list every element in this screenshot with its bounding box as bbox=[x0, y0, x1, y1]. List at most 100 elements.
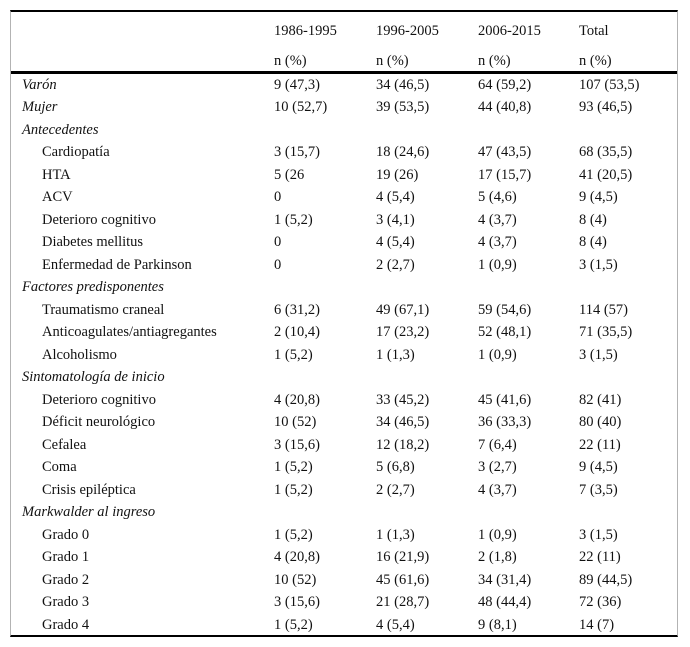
cell-value: 89 (44,5) bbox=[579, 571, 633, 588]
section-header-row: Sintomatología de inicio bbox=[11, 367, 677, 390]
cell-value: 6 (31,2) bbox=[274, 301, 320, 318]
table-row: Cardiopatía 3 (15,7) 18 (24,6) 47 (43,5) 68 … bbox=[11, 142, 677, 165]
cell-value: 41 (20,5) bbox=[579, 166, 633, 183]
row-label: Deterioro cognitivo bbox=[42, 211, 156, 228]
cell-value: 34 (46,5) bbox=[376, 414, 430, 431]
row-label: Diabetes mellitus bbox=[42, 234, 144, 251]
cell-value: 3 (1,5) bbox=[579, 346, 618, 363]
cell-value: 16 (21,9) bbox=[376, 549, 430, 566]
cell-value: 9 (4,5) bbox=[579, 459, 618, 476]
row-label: Cefalea bbox=[42, 436, 87, 453]
cell-value: 45 (61,6) bbox=[376, 571, 430, 588]
data-table: 1986-1995 n (%) 1996-2005 n (%) 2006-2015 n (… bbox=[10, 10, 678, 637]
row-label: Deterioro cognitivo bbox=[42, 391, 156, 408]
cell-value: 4 (3,7) bbox=[478, 234, 517, 251]
cell-value: 1 (1,3) bbox=[376, 346, 415, 363]
cell-value: 5 (26 bbox=[274, 166, 305, 183]
row-label: Déficit neurológico bbox=[42, 414, 156, 431]
cell-value: 14 (7) bbox=[579, 616, 615, 633]
cell-value: 18 (24,6) bbox=[376, 144, 430, 161]
table-row: Deterioro cognitivo 4 (20,8) 33 (45,2) 45 (… bbox=[11, 389, 677, 412]
cell-value: 1 (5,2) bbox=[274, 526, 313, 543]
section-header-row: Antecedentes bbox=[11, 119, 677, 142]
cell-value: 80 (40) bbox=[579, 414, 622, 431]
table-row: HTA 5 (26 19 (26) 17 (15,7) 41 (20,5) bbox=[11, 164, 677, 187]
cell-value: 33 (45,2) bbox=[376, 391, 430, 408]
cell-value: 17 (15,7) bbox=[478, 166, 532, 183]
cell-value: 1 (5,2) bbox=[274, 211, 313, 228]
cell-value: 52 (48,1) bbox=[478, 324, 532, 341]
cell-value: 4 (5,4) bbox=[376, 189, 415, 206]
table-row: Grado 0 1 (5,2) 1 (1,3) 1 (0,9) 3 (1,5) bbox=[11, 524, 677, 547]
cell-value: 0 bbox=[274, 256, 282, 273]
row-label: Alcoholismo bbox=[42, 346, 117, 363]
cell-value: 82 (41) bbox=[579, 391, 622, 408]
column-subheader-label: n (%) bbox=[579, 53, 612, 69]
row-label: Factores predisponentes bbox=[22, 279, 164, 296]
row-label: Crisis epiléptica bbox=[42, 481, 136, 498]
column-header-cell: Total n (%) bbox=[579, 12, 677, 71]
row-label: Cardiopatía bbox=[42, 144, 110, 161]
table-row: Déficit neurológico 10 (52) 34 (46,5) 36 (3… bbox=[11, 412, 677, 435]
cell-value: 49 (67,1) bbox=[376, 301, 430, 318]
column-subheader-label: n (%) bbox=[376, 53, 409, 69]
column-header-cell: 1996-2005 n (%) bbox=[376, 12, 478, 71]
row-label: Sintomatología de inicio bbox=[22, 369, 165, 386]
section-header-row: Factores predisponentes bbox=[11, 277, 677, 300]
cell-value: 4 (3,7) bbox=[478, 481, 517, 498]
cell-value: 3 (15,7) bbox=[274, 144, 320, 161]
cell-value: 114 (57) bbox=[579, 301, 628, 318]
row-label: Coma bbox=[42, 459, 77, 476]
cell-value: 2 (2,7) bbox=[376, 256, 415, 273]
table-row: Crisis epiléptica 1 (5,2) 2 (2,7) 4 (3,7) 7 … bbox=[11, 479, 677, 502]
cell-value: 8 (4) bbox=[579, 211, 607, 228]
cell-value: 34 (46,5) bbox=[376, 76, 430, 93]
cell-value: 5 (6,8) bbox=[376, 459, 415, 476]
cell-value: 3 (1,5) bbox=[579, 526, 618, 543]
cell-value: 64 (59,2) bbox=[478, 76, 532, 93]
cell-value: 10 (52) bbox=[274, 571, 317, 588]
table-row: Mujer 10 (52,7) 39 (53,5) 44 (40,8) 93 (46,5… bbox=[11, 97, 677, 120]
column-header-label: 1996-2005 bbox=[376, 23, 439, 39]
cell-value: 22 (11) bbox=[579, 436, 621, 453]
cell-value: 8 (4) bbox=[579, 234, 607, 251]
cell-value: 59 (54,6) bbox=[478, 301, 532, 318]
cell-value: 4 (5,4) bbox=[376, 234, 415, 251]
cell-value: 72 (36) bbox=[579, 594, 622, 611]
cell-value: 1 (5,2) bbox=[274, 481, 313, 498]
column-header-label: Total bbox=[579, 23, 609, 39]
cell-value: 5 (4,6) bbox=[478, 189, 517, 206]
table-row: Grado 1 4 (20,8) 16 (21,9) 2 (1,8) 22 (11) bbox=[11, 547, 677, 570]
section-header-row: Markwalder al ingreso bbox=[11, 502, 677, 525]
table-row: Traumatismo craneal 6 (31,2) 49 (67,1) 59 (… bbox=[11, 299, 677, 322]
row-label: Anticoagulates/antiagregantes bbox=[42, 324, 217, 341]
table-row: Anticoagulates/antiagregantes 2 (10,4) 17 … bbox=[11, 322, 677, 345]
cell-value: 3 (15,6) bbox=[274, 436, 320, 453]
column-header-label: 1986-1995 bbox=[274, 23, 337, 39]
cell-value: 17 (23,2) bbox=[376, 324, 430, 341]
row-label: Varón bbox=[22, 76, 57, 93]
row-label: Markwalder al ingreso bbox=[22, 504, 156, 521]
cell-value: 19 (26) bbox=[376, 166, 419, 183]
row-label: ACV bbox=[42, 189, 73, 206]
table-row: Cefalea 3 (15,6) 12 (18,2) 7 (6,4) 22 (11) bbox=[11, 434, 677, 457]
cell-value: 1 (0,9) bbox=[478, 346, 517, 363]
cell-value: 9 (47,3) bbox=[274, 76, 320, 93]
cell-value: 3 (1,5) bbox=[579, 256, 618, 273]
cell-value: 9 (4,5) bbox=[579, 189, 618, 206]
cell-value: 45 (41,6) bbox=[478, 391, 532, 408]
cell-value: 3 (4,1) bbox=[376, 211, 415, 228]
column-subheader-label: n (%) bbox=[478, 53, 511, 69]
cell-value: 2 (1,8) bbox=[478, 549, 517, 566]
cell-value: 34 (31,4) bbox=[478, 571, 532, 588]
cell-value: 7 (3,5) bbox=[579, 481, 618, 498]
cell-value: 1 (5,2) bbox=[274, 346, 313, 363]
row-label: Grado 0 bbox=[42, 526, 90, 543]
cell-value: 0 bbox=[274, 189, 282, 206]
row-label: HTA bbox=[42, 166, 71, 183]
row-label: Antecedentes bbox=[22, 121, 99, 138]
cell-value: 107 (53,5) bbox=[579, 76, 640, 93]
cell-value: 1 (0,9) bbox=[478, 256, 517, 273]
cell-value: 1 (5,2) bbox=[274, 616, 313, 633]
